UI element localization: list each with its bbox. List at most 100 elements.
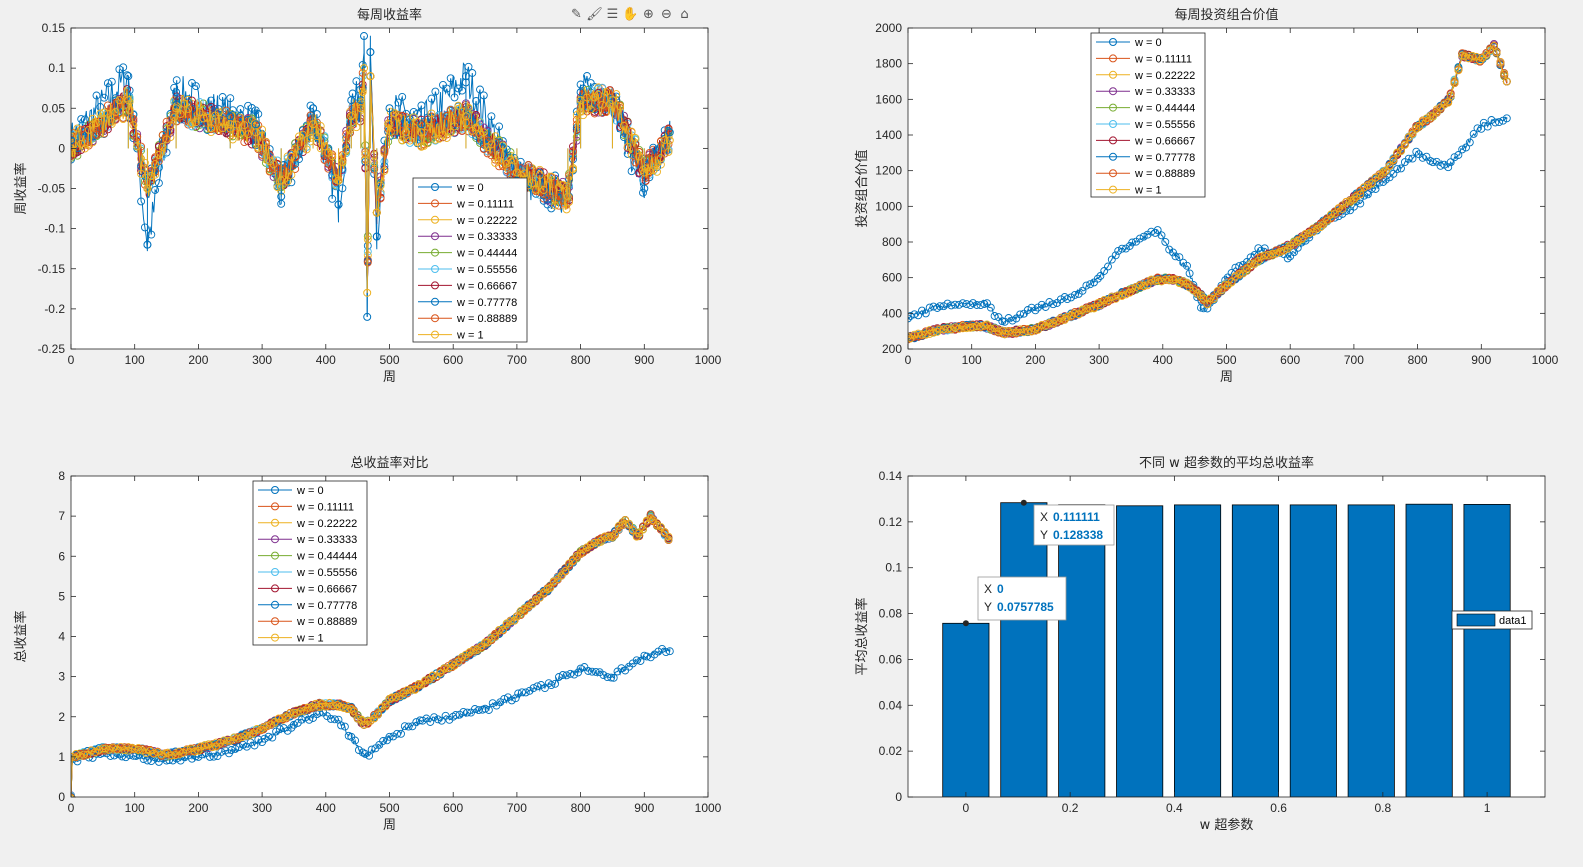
data-marker <box>340 722 349 731</box>
data-marker <box>1033 303 1042 312</box>
data-marker <box>1352 192 1361 201</box>
data-marker <box>1096 301 1105 310</box>
legend-label: w = 0.11111 <box>1134 53 1192 65</box>
y-tick-label: 2000 <box>875 21 902 35</box>
data-marker <box>520 169 529 178</box>
data-marker <box>1397 147 1405 156</box>
data-marker <box>1371 185 1380 193</box>
data-marker <box>1349 195 1358 204</box>
plot-area <box>71 28 708 349</box>
data-marker <box>1363 190 1372 199</box>
data-marker <box>1019 328 1028 337</box>
data-marker <box>1161 237 1170 246</box>
data-marker <box>437 716 446 725</box>
data-marker <box>929 328 938 337</box>
data-marker <box>1381 166 1390 175</box>
data-marker <box>172 117 181 126</box>
data-marker <box>558 181 567 189</box>
data-marker <box>402 128 411 137</box>
data-marker <box>100 93 109 102</box>
data-marker <box>1199 294 1208 303</box>
data-marker <box>1193 289 1202 298</box>
legend-marker <box>1109 169 1117 178</box>
data-marker <box>554 192 563 201</box>
data-marker <box>1465 138 1474 147</box>
data-marker <box>1254 244 1263 253</box>
plot-content <box>71 32 674 321</box>
data-marker <box>1045 319 1054 327</box>
data-marker <box>1107 255 1116 264</box>
spike-marker <box>363 312 372 321</box>
data-marker <box>1139 281 1148 290</box>
data-marker <box>1063 295 1072 304</box>
x-tick-label: 900 <box>1471 353 1491 367</box>
data-marker <box>1418 116 1427 125</box>
y-tick-label: 1200 <box>875 164 902 178</box>
data-marker <box>272 727 281 736</box>
data-marker <box>1086 304 1095 313</box>
spike-marker <box>563 192 572 201</box>
data-marker <box>616 102 625 111</box>
data-marker <box>1495 118 1504 127</box>
data-marker <box>1464 54 1473 63</box>
data-marker <box>133 142 142 150</box>
data-marker <box>1045 298 1054 306</box>
data-marker <box>450 122 459 131</box>
data-marker <box>1175 253 1184 262</box>
spike-marker <box>576 88 585 97</box>
data-marker <box>1070 290 1079 299</box>
data-marker <box>446 105 455 114</box>
data-marker <box>664 147 673 156</box>
data-marker <box>1037 320 1046 329</box>
data-marker <box>929 302 938 311</box>
data-marker <box>602 88 611 96</box>
data-marker <box>619 122 628 130</box>
data-marker <box>188 96 196 105</box>
data-marker <box>591 667 600 676</box>
data-marker <box>641 174 650 183</box>
data-marker <box>1121 290 1130 299</box>
data-marker <box>103 101 112 110</box>
data-marker <box>1139 232 1148 241</box>
data-marker <box>143 756 152 765</box>
data-marker <box>361 749 370 758</box>
legend-label: w = 0 <box>1134 37 1162 49</box>
data-marker <box>1078 305 1087 314</box>
data-marker <box>1342 197 1351 206</box>
data-marker <box>166 121 175 130</box>
data-marker <box>1183 279 1191 288</box>
data-marker <box>554 673 563 681</box>
spike-marker <box>366 48 375 57</box>
data-marker <box>162 135 171 144</box>
data-marker <box>1104 262 1112 271</box>
data-marker <box>184 110 193 118</box>
data-marker <box>1078 286 1087 295</box>
x-tick-label: 700 <box>507 353 527 367</box>
data-marker <box>547 172 556 181</box>
data-marker <box>207 124 216 133</box>
data-marker <box>358 88 367 96</box>
x-axis-label: 周 <box>1220 370 1233 385</box>
data-marker <box>969 299 977 308</box>
x-tick-label: 500 <box>1216 353 1236 367</box>
series-w0 <box>71 644 674 766</box>
legend-label: w = 0.33333 <box>456 231 517 243</box>
data-marker <box>1356 190 1365 199</box>
legend-label: w = 0.11111 <box>456 198 514 210</box>
legend-label: w = 0.44444 <box>1134 103 1195 115</box>
data-marker <box>73 124 82 133</box>
data-marker <box>1428 158 1437 167</box>
data-marker <box>962 300 971 309</box>
spike-marker <box>143 240 152 249</box>
data-marker <box>81 144 89 153</box>
data-marker <box>616 114 625 123</box>
data-marker <box>1118 244 1126 253</box>
data-marker <box>1432 108 1441 117</box>
data-marker <box>925 326 934 335</box>
y-tick-label: 800 <box>882 235 902 249</box>
data-marker <box>244 101 253 110</box>
data-marker <box>154 151 163 159</box>
legend-marker <box>431 215 439 224</box>
spike-marker <box>143 184 152 193</box>
